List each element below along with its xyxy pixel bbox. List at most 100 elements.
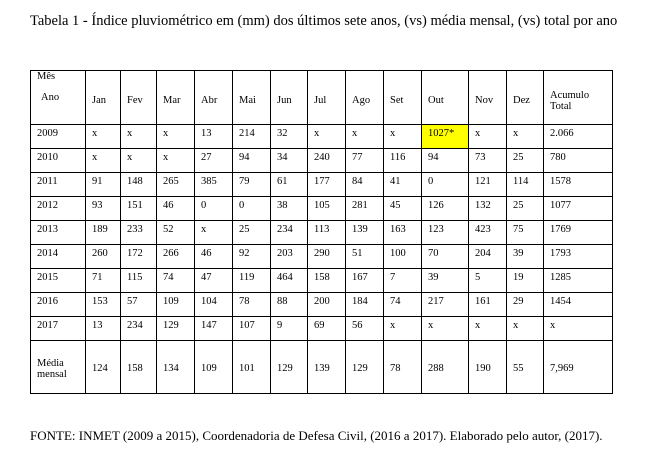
cell: 34 [270,148,308,173]
cell: x [543,316,613,341]
cell: 158 [120,340,157,394]
cell: 78 [232,292,271,317]
row-label: 2010 [30,148,86,173]
corner-label: Ano [41,92,60,103]
cell: 190 [468,340,507,394]
cell: 163 [383,220,422,245]
cell: 139 [307,340,346,394]
cell: 105 [307,196,346,221]
cell: 19 [506,268,544,293]
cell: 78 [383,340,422,394]
cell: 780 [543,148,613,173]
cell: x [383,316,422,341]
column-header: Fev [120,70,157,125]
cell: 56 [345,316,384,341]
cell: 109 [194,340,233,394]
cell: 9 [270,316,308,341]
cell: 134 [156,340,195,394]
cell: x [345,124,384,149]
cell: 1285 [543,268,613,293]
cell: x [307,124,346,149]
cell: 41 [383,172,422,197]
cell: 214 [232,124,271,149]
cell: 79 [232,172,271,197]
cell: x [421,316,469,341]
cell: 464 [270,268,308,293]
cell: 51 [345,244,384,269]
cell: 71 [85,268,121,293]
cell: 147 [194,316,233,341]
cell: 107 [232,316,271,341]
cell: x [468,124,507,149]
cell: 115 [120,268,157,293]
corner-label: Mês [37,71,56,83]
cell: 1793 [543,244,613,269]
cell: 129 [156,316,195,341]
row-label: 2016 [30,292,86,317]
cell: 94 [421,148,469,173]
cell: 39 [421,268,469,293]
cell: 234 [270,220,308,245]
cell: 29 [506,292,544,317]
cell: 119 [232,268,271,293]
cell: 27 [194,148,233,173]
cell: 290 [307,244,346,269]
cell: 124 [85,340,121,394]
cell: x [120,124,157,149]
data-row: 2011 91 148 265 385 79 61 177 84 41 0 121 114 1578 [30,172,613,197]
cell: 204 [468,244,507,269]
cell: 92 [232,244,271,269]
cell: 116 [383,148,422,173]
cell: 151 [120,196,157,221]
cell: 114 [506,172,544,197]
row-label: 2011 [30,172,86,197]
cell: 172 [120,244,157,269]
cell: 0 [194,196,233,221]
data-row: 2012 93 151 46 0 0 38 105 281 45 126 132 25 1077 [30,196,613,221]
cell: 132 [468,196,507,221]
cell: x [506,124,544,149]
row-label: Média mensal [30,340,86,394]
data-row: 2017 13 234 129 147 107 9 69 56 x x x x x [30,316,613,341]
cell: 158 [307,268,346,293]
cell: 25 [232,220,271,245]
cell: 1454 [543,292,613,317]
cell: 61 [270,172,308,197]
data-row: 2016 153 57 109 104 78 88 200 184 74 217 161 29 1454 [30,292,613,317]
source-note: FONTE: INMET (2009 a 2015), Coordenadori… [30,428,603,443]
cell: 101 [232,340,271,394]
row-label: 2015 [30,268,86,293]
cell: 139 [345,220,384,245]
cell: x [120,148,157,173]
cell: x [156,124,195,149]
cell: 93 [85,196,121,221]
cell: 74 [156,268,195,293]
cell: 129 [345,340,384,394]
cell: 94 [232,148,271,173]
cell: 217 [421,292,469,317]
cell: 32 [270,124,308,149]
cell: 288 [421,340,469,394]
row-label: 2014 [30,244,86,269]
row-label: 2017 [30,316,86,341]
cell: 167 [345,268,384,293]
cell: 177 [307,172,346,197]
cell: 13 [194,124,233,149]
cell: 266 [156,244,195,269]
cell: 75 [506,220,544,245]
data-row: 2015 71 115 74 47 119 464 158 167 7 39 5 19 1285 [30,268,613,293]
rainfall-table: Mês Ano Jan Fev Mar Abr Mai Jun Jul Ago Set Out Nov D… [30,70,613,394]
cell: x [156,148,195,173]
cell: 70 [421,244,469,269]
data-row: 2013 189 233 52 x 25 234 113 139 163 123 423 75 1769 [30,220,613,245]
cell: 1077 [543,196,613,221]
row-label: 2013 [30,220,86,245]
column-header: Set [383,70,422,125]
column-header: Acumulo Total [543,70,613,125]
cell: 55 [506,340,544,394]
cell: 88 [270,292,308,317]
column-header: Nov [468,70,507,125]
cell: 423 [468,220,507,245]
cell: 13 [85,316,121,341]
cell: x [506,316,544,341]
